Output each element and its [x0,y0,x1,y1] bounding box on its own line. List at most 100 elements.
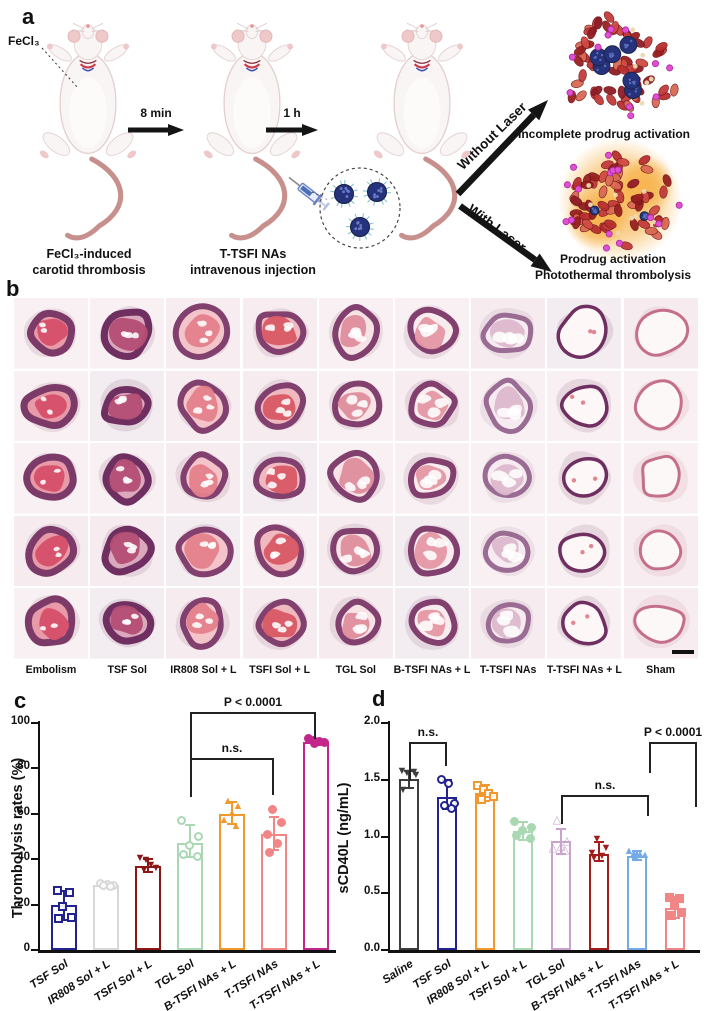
bracket-leg [314,712,316,739]
data-point-marker: △ [552,813,562,826]
y-tick-label: 40 [17,851,30,864]
histology-image [90,515,165,586]
histology-image [166,443,241,514]
histology-image [395,298,469,369]
histology-image [623,443,698,514]
error-cap-top [227,801,237,804]
y-axis-line [38,721,40,952]
data-point-marker: ▼ [138,863,150,876]
histology-image [471,370,546,441]
data-point-marker: ▼ [140,854,152,867]
error-cap-bottom [269,849,279,852]
histology-image [90,370,165,441]
histology-image [318,370,393,441]
histology-image [623,298,698,369]
significance-label: P < 0.0001 [223,695,283,709]
error-cap-bottom [556,852,566,855]
error-bar [231,802,233,824]
significance-bracket [409,742,447,744]
histology-column-label: T-TSFI NAs + L [546,664,622,676]
data-point-marker: ▼ [408,765,420,778]
histology-image [547,298,622,369]
histology-column-label: TGL Sol [335,664,376,676]
data-point-marker [53,913,63,923]
data-point-marker: ▼ [586,846,598,859]
bar [475,793,495,950]
significance-bracket [649,742,697,744]
histology-column-label: Embolism [25,664,77,676]
data-point-marker: ▼ [401,767,413,780]
histology-image [166,370,241,441]
y-tick [31,858,38,861]
histology-image [547,443,622,514]
histology-column-label: IR808 Sol + L [170,664,237,676]
histology-image [90,443,165,514]
data-point-marker: ▲ [226,806,238,819]
y-tick-label: 1.5 [364,771,380,784]
histology-image [166,515,241,586]
data-point-marker [525,834,535,844]
data-point-marker [184,841,194,851]
data-point-marker: ▼ [134,852,146,865]
y-tick [31,903,38,906]
data-point-marker: ▲ [218,813,230,826]
x-axis-line [38,950,336,953]
histology-image [395,588,469,659]
step2-caption-line2: intravenous injection [190,263,316,278]
histology-image [166,298,241,369]
error-bar [598,842,600,862]
y-tick [31,722,38,724]
data-point-marker [488,792,498,802]
bracket-leg [190,758,192,797]
histology-image [471,298,546,369]
data-point-marker: △ [560,844,570,857]
y-tick-label: 80 [17,760,30,773]
histology-image [166,588,241,659]
bar [51,904,77,950]
data-point-marker [676,908,686,918]
histology-image [471,515,546,586]
bar [399,778,419,950]
bar [219,813,245,950]
error-cap-top [518,820,528,823]
bar [177,843,203,950]
histology-column-label: TSF Sol [107,664,147,676]
data-point-marker [192,852,202,862]
histology-image [14,298,88,369]
data-point-marker: ▼ [588,852,600,865]
significance-label: n.s. [594,778,616,792]
histology-image [318,588,393,659]
panel-a-letter: a [22,4,35,29]
histology-image [318,443,393,514]
data-point-marker: ▲ [222,795,234,808]
bar [437,796,457,950]
data-point-marker [526,822,536,832]
significance-label: P < 0.0001 [643,725,703,739]
bracket-leg [409,742,411,781]
panel-d-letter: d [372,686,386,711]
histology-image [623,515,698,586]
histology-image [14,370,88,441]
y-tick-label: 20 [17,896,30,909]
outcome-top-caption: Incomplete prodrug activation [517,127,691,141]
data-point-marker: ▲ [634,847,646,860]
panel-a-illustration [39,11,683,272]
error-bar [446,779,448,810]
error-bar [273,817,275,851]
histology-image [471,443,546,514]
data-point-marker: ▼ [591,832,603,845]
y-tick [31,812,38,815]
histology-image [395,443,469,514]
data-point-marker: ▲ [628,846,640,859]
significance-bracket [190,712,316,714]
error-cap-top [632,850,642,853]
histology-column-label: Sham [646,664,676,676]
bar [93,885,119,950]
data-point-marker: ▼ [600,841,612,854]
error-cap-top [59,889,69,892]
bar [627,855,647,950]
y-tick-label: 60 [17,805,30,818]
error-cap-top [185,824,195,827]
histology-image [242,370,317,441]
data-point-marker: ▼ [145,859,157,871]
